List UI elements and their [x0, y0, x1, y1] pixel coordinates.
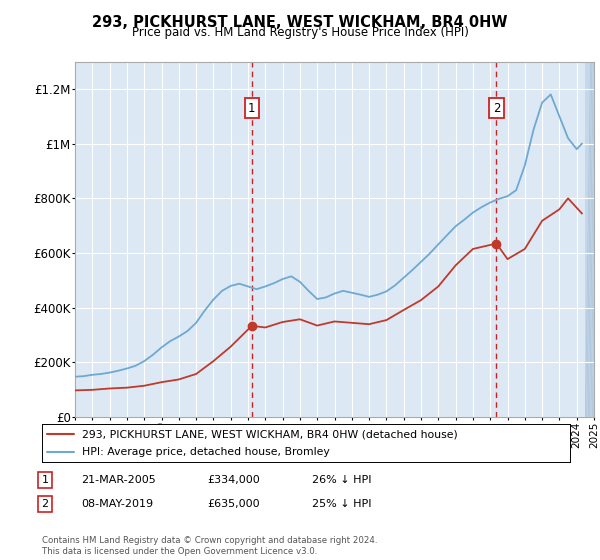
Text: 21-MAR-2005: 21-MAR-2005 [81, 475, 156, 485]
Text: 2: 2 [493, 101, 500, 115]
Text: 2: 2 [41, 499, 49, 509]
Text: 1: 1 [41, 475, 49, 485]
Text: 08-MAY-2019: 08-MAY-2019 [81, 499, 153, 509]
Text: 293, PICKHURST LANE, WEST WICKHAM, BR4 0HW (detached house): 293, PICKHURST LANE, WEST WICKHAM, BR4 0… [82, 429, 457, 439]
Text: £334,000: £334,000 [207, 475, 260, 485]
Text: HPI: Average price, detached house, Bromley: HPI: Average price, detached house, Brom… [82, 447, 329, 457]
Text: 26% ↓ HPI: 26% ↓ HPI [312, 475, 371, 485]
Text: 25% ↓ HPI: 25% ↓ HPI [312, 499, 371, 509]
Text: Contains HM Land Registry data © Crown copyright and database right 2024.
This d: Contains HM Land Registry data © Crown c… [42, 536, 377, 556]
Text: £635,000: £635,000 [207, 499, 260, 509]
Text: Price paid vs. HM Land Registry's House Price Index (HPI): Price paid vs. HM Land Registry's House … [131, 26, 469, 39]
Text: 293, PICKHURST LANE, WEST WICKHAM, BR4 0HW: 293, PICKHURST LANE, WEST WICKHAM, BR4 0… [92, 15, 508, 30]
Text: 1: 1 [248, 101, 256, 115]
